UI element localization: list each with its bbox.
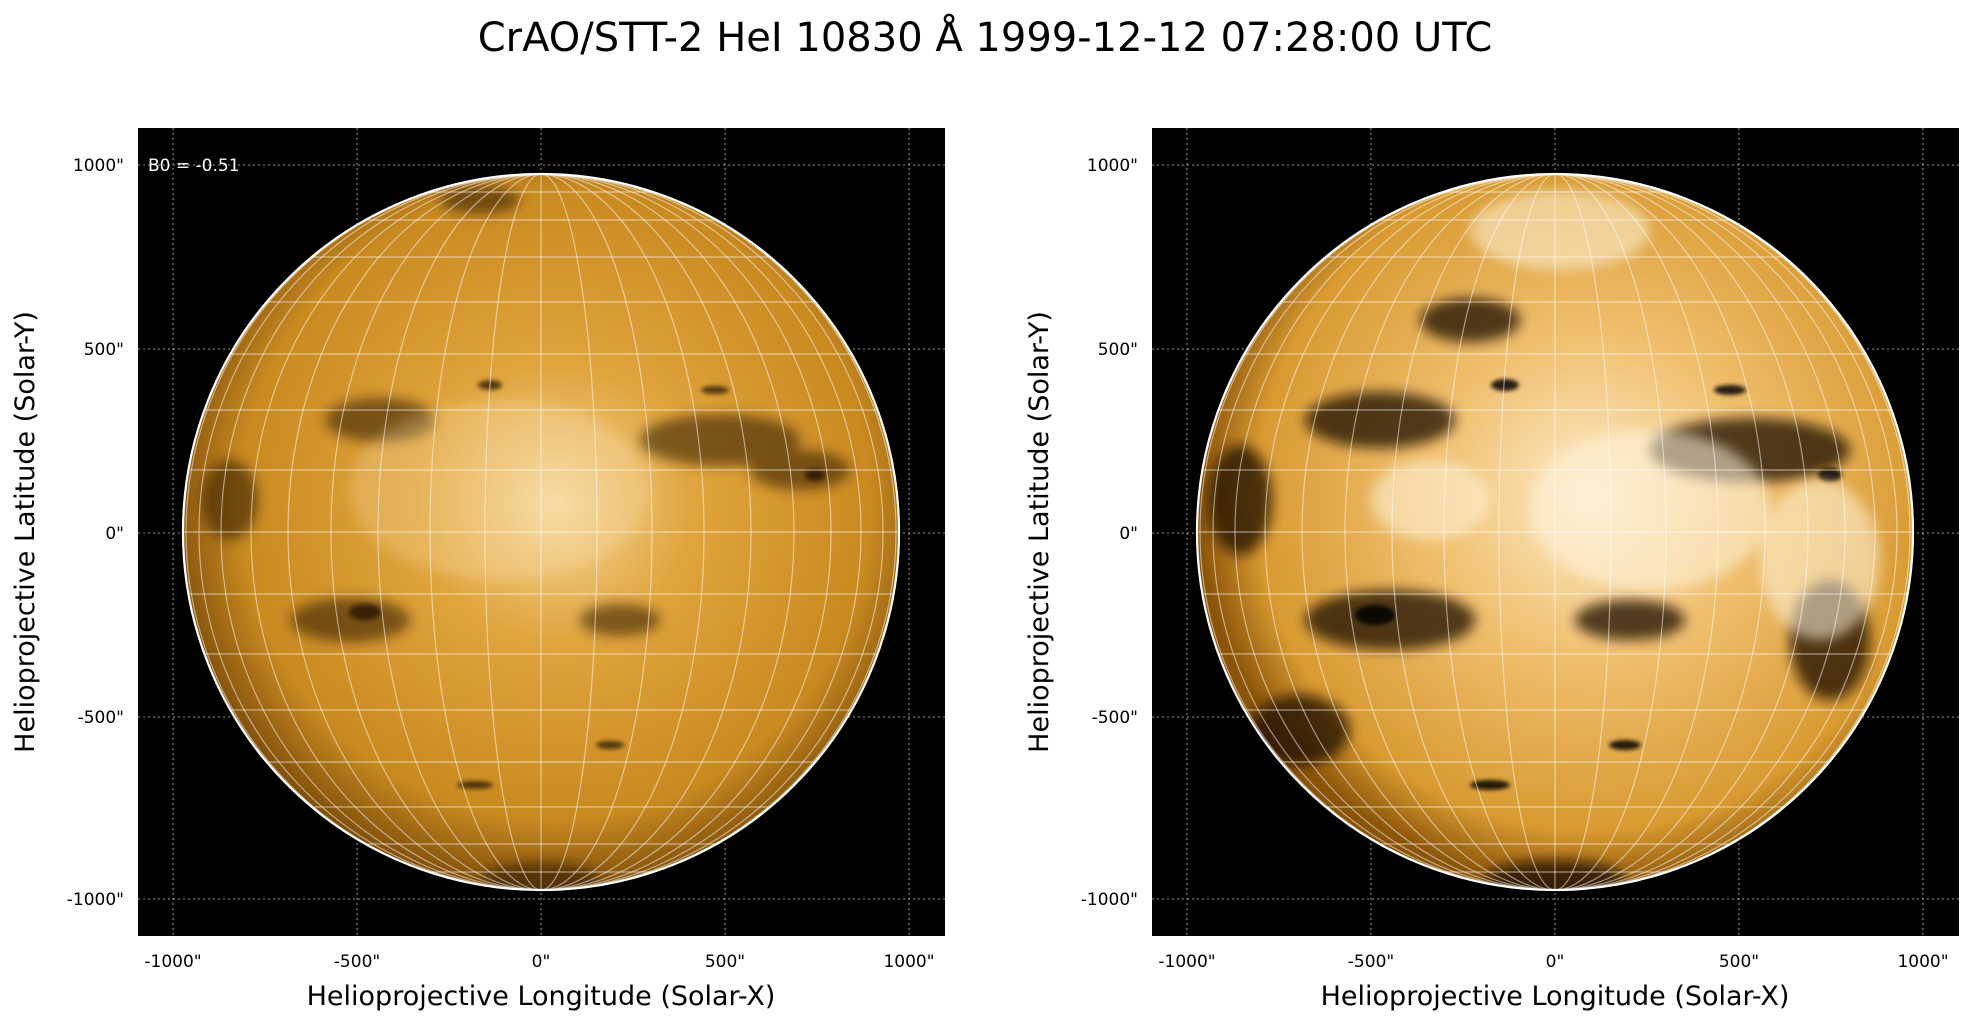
x-axis-label: Helioprojective Longitude (Solar-X): [307, 981, 776, 1012]
y-tick-label: -500": [78, 708, 124, 728]
x-tick-labels: -1000" -500" 0" 500" 1000": [144, 952, 934, 972]
x-tick-label: 500": [1719, 952, 1759, 972]
x-tick-label: -1000": [1158, 952, 1215, 972]
x-tick-label: 1000": [883, 952, 934, 972]
y-tick-label: 500": [84, 340, 124, 360]
y-axis-label: Helioprojective Latitude (Solar-Y): [1024, 311, 1055, 753]
solar-disk: [1197, 174, 1913, 890]
x-tick-label: -500": [1348, 952, 1394, 972]
y-tick-label: 1000": [1087, 156, 1138, 176]
y-tick-label: -500": [1092, 708, 1138, 728]
y-axis-label: Helioprojective Latitude (Solar-Y): [10, 311, 41, 753]
solar-limb: [1195, 172, 1915, 892]
x-tick-label: 0": [532, 952, 551, 972]
y-tick-labels: 1000" 500" 0" -500" -1000": [1081, 156, 1138, 910]
solar-disk: [183, 174, 899, 890]
x-axis-label: Helioprojective Longitude (Solar-X): [1321, 981, 1790, 1012]
x-tick-label: 500": [705, 952, 745, 972]
x-tick-label: 0": [1546, 952, 1565, 972]
panel-left: B0 = -0.51 -1000" -500" 0" 500" 1000" 10…: [10, 128, 945, 1012]
x-tick-label: -500": [334, 952, 380, 972]
b0-annotation: B0 = -0.51: [148, 156, 240, 176]
y-tick-label: -1000": [67, 890, 124, 910]
y-tick-label: 1000": [73, 156, 124, 176]
y-tick-label: 500": [1098, 340, 1138, 360]
y-tick-label: -1000": [1081, 890, 1138, 910]
panel-right: -1000" -500" 0" 500" 1000" 1000" 500" 0"…: [1024, 128, 1959, 1012]
solar-limb: [181, 172, 901, 892]
y-tick-labels: 1000" 500" 0" -500" -1000": [67, 156, 124, 910]
x-tick-labels: -1000" -500" 0" 500" 1000": [1158, 952, 1948, 972]
y-tick-label: 0": [105, 524, 124, 544]
y-tick-label: 0": [1119, 524, 1138, 544]
figure-title: CrAO/STT-2 HeI 10830 Å 1999-12-12 07:28:…: [478, 13, 1493, 61]
x-tick-label: 1000": [1897, 952, 1948, 972]
x-tick-label: -1000": [144, 952, 201, 972]
